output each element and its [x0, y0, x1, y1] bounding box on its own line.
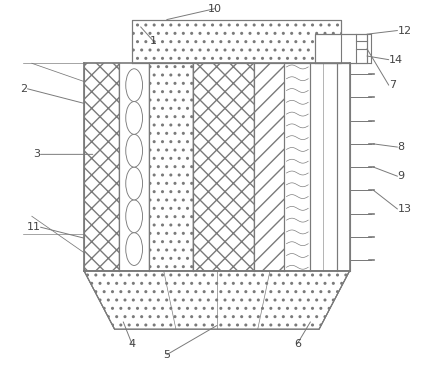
Text: 13: 13: [397, 204, 411, 214]
Text: 9: 9: [397, 171, 405, 181]
Text: 10: 10: [208, 4, 222, 14]
Bar: [254, 63, 284, 271]
Text: 6: 6: [294, 339, 301, 349]
Text: 14: 14: [389, 55, 403, 65]
Text: 4: 4: [128, 339, 135, 349]
Ellipse shape: [126, 167, 142, 200]
Text: 11: 11: [27, 222, 41, 232]
Ellipse shape: [126, 233, 142, 265]
Bar: [149, 63, 193, 271]
Ellipse shape: [126, 102, 142, 134]
Ellipse shape: [126, 69, 142, 102]
Text: 3: 3: [34, 149, 41, 159]
Ellipse shape: [126, 134, 142, 167]
Ellipse shape: [126, 200, 142, 233]
Bar: [315, 34, 367, 63]
Text: 8: 8: [397, 142, 405, 152]
Bar: [132, 19, 341, 63]
Text: 5: 5: [163, 350, 170, 360]
Text: 7: 7: [389, 80, 396, 90]
Bar: [193, 63, 254, 271]
Bar: [84, 63, 119, 271]
Text: 12: 12: [397, 26, 412, 36]
Text: 1: 1: [150, 36, 157, 47]
Text: 2: 2: [21, 84, 28, 94]
